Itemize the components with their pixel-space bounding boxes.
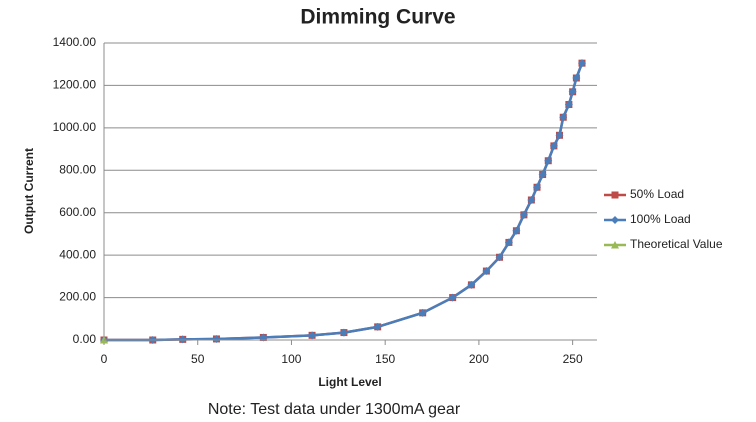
marker	[549, 141, 558, 150]
legend-label: Theoretical Value	[630, 237, 723, 251]
legend-marker	[611, 191, 619, 199]
marker	[519, 210, 528, 219]
y-axis-title: Output Current	[22, 148, 36, 234]
y-tick-label: 1000.00	[53, 120, 97, 134]
marker	[555, 131, 564, 140]
y-tick-label: 1400.00	[53, 35, 97, 49]
marker	[339, 328, 348, 337]
marker	[568, 87, 577, 96]
marker	[544, 156, 553, 165]
y-tick-label: 400.00	[59, 247, 96, 261]
x-tick-label: 250	[563, 352, 583, 366]
x-axis-title: Light Level	[318, 375, 381, 389]
series-line	[104, 62, 584, 342]
marker	[572, 74, 581, 83]
marker	[512, 226, 521, 235]
x-tick-label: 50	[191, 352, 205, 366]
legend-label: 50% Load	[630, 187, 684, 201]
marker	[373, 322, 382, 331]
marker	[578, 59, 587, 68]
y-tick-label: 0.00	[73, 332, 97, 346]
legend-marker	[611, 241, 619, 249]
marker	[212, 334, 221, 343]
marker	[504, 238, 513, 247]
y-tick-label: 600.00	[59, 205, 96, 219]
x-tick-label: 100	[281, 352, 301, 366]
marker	[482, 267, 491, 276]
chart-title: Dimming Curve	[300, 6, 455, 29]
marker	[418, 308, 427, 317]
y-tick-label: 1200.00	[53, 78, 97, 92]
marker	[495, 253, 504, 262]
legend-label: 100% Load	[630, 212, 691, 226]
marker	[448, 293, 457, 302]
x-tick-label: 200	[469, 352, 489, 366]
marker	[259, 333, 268, 342]
marker	[538, 170, 547, 179]
marker	[533, 183, 542, 192]
note: Note: Test data under 1300mA gear	[208, 401, 461, 418]
series-line	[104, 62, 584, 342]
marker	[564, 100, 573, 109]
legend-marker	[611, 216, 619, 224]
y-tick-label: 800.00	[59, 162, 96, 176]
marker	[467, 280, 476, 289]
y-tick-label: 200.00	[59, 290, 96, 304]
marker	[308, 331, 317, 340]
marker	[559, 113, 568, 122]
marker	[178, 335, 187, 344]
marker	[527, 195, 536, 204]
x-tick-label: 150	[375, 352, 395, 366]
x-tick-label: 0	[101, 352, 108, 366]
